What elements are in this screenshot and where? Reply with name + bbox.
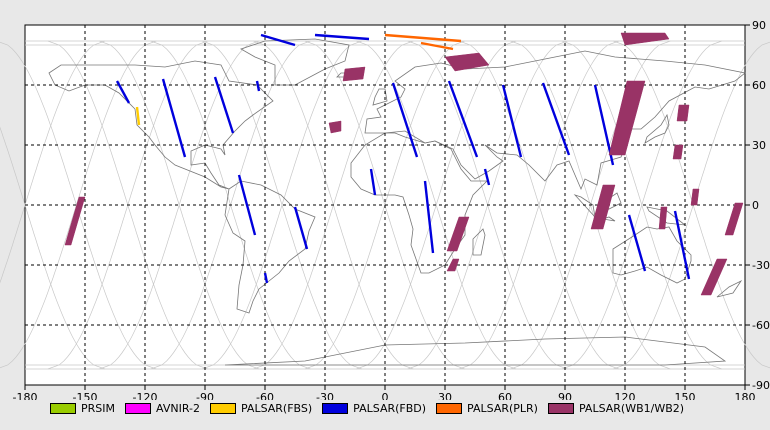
- swath: [342, 66, 366, 82]
- swath: [115, 80, 131, 104]
- coastline: [48, 60, 274, 190]
- swath: [384, 33, 462, 43]
- legend-swatch: [322, 403, 349, 414]
- orbit-track: [356, 40, 517, 370]
- swath: [420, 41, 454, 51]
- coastline: [372, 88, 388, 106]
- swath: [673, 210, 691, 280]
- legend-label: PALSAR(FBS): [240, 402, 313, 415]
- coastline: [644, 113, 670, 144]
- x-tick-label: 120: [615, 391, 636, 400]
- swath: [446, 258, 460, 272]
- swath: [64, 196, 86, 246]
- swath: [608, 80, 646, 156]
- coastline: [472, 228, 486, 256]
- x-tick-label: -60: [256, 391, 274, 400]
- swath: [627, 214, 647, 272]
- swath: [135, 106, 141, 126]
- swath: [590, 184, 616, 230]
- orbit-track: [201, 40, 363, 370]
- x-tick-label: 0: [382, 391, 389, 400]
- legend-item: AVNIR-2: [125, 402, 200, 415]
- legend-label: PALSAR(PLR): [467, 402, 538, 415]
- legend-swatch: [547, 403, 574, 414]
- y-tick-label: 0: [752, 199, 759, 212]
- legend-label: PRSIM: [81, 402, 115, 415]
- swath: [314, 33, 370, 41]
- legend-item: PRSIM: [50, 402, 115, 415]
- y-tick-label: -30: [752, 259, 770, 272]
- swath: [423, 180, 435, 254]
- orbit-track: [0, 40, 157, 369]
- legend-item: PALSAR(PLR): [436, 402, 538, 415]
- swath: [260, 33, 296, 47]
- swath: [237, 174, 257, 236]
- orbit-track: [99, 40, 260, 370]
- x-tick-label: -120: [133, 391, 158, 400]
- swath: [447, 80, 479, 158]
- swath: [541, 82, 571, 156]
- swath: [724, 202, 744, 236]
- swath: [328, 120, 342, 134]
- swath: [293, 206, 309, 250]
- legend-swatch: [209, 403, 236, 414]
- swath: [700, 258, 728, 296]
- legend-swatch: [125, 403, 151, 414]
- coastline: [240, 38, 350, 86]
- legend-label: PALSAR(FBD): [353, 402, 427, 415]
- swath: [658, 206, 668, 230]
- swath: [391, 82, 419, 158]
- swath: [263, 272, 269, 284]
- legend-item: PALSAR(FBS): [209, 402, 313, 415]
- x-tick-label: -180: [13, 391, 38, 400]
- x-tick-label: 60: [498, 391, 512, 400]
- x-tick-label: -150: [73, 391, 98, 400]
- coverage-map: -180 -150 -120 -90 -60 -30 0 30 60 90 120 150 180 90 6…: [0, 19, 770, 400]
- y-tick-label: -90: [752, 379, 770, 392]
- swath: [369, 168, 377, 196]
- y-tick-label: 60: [752, 79, 766, 92]
- legend-item: PALSAR(WB1/WB2): [547, 402, 685, 415]
- swath: [444, 52, 490, 72]
- legend-swatch: [436, 403, 463, 414]
- legend-label: PALSAR(WB1/WB2): [578, 402, 685, 415]
- axis-ticks: -180 -150 -120 -90 -60 -30 0 30 60 90 120 150 180 90 6…: [13, 19, 770, 400]
- x-tick-label: 30: [438, 391, 452, 400]
- grid-lines: [25, 25, 745, 385]
- legend: PRSIM AVNIR-2 PALSAR(FBS) PALSAR(FBD) PALSAR…: [50, 402, 694, 415]
- x-tick-label: 180: [735, 391, 756, 400]
- swath: [213, 76, 235, 134]
- swath: [672, 144, 684, 160]
- coastline: [224, 180, 316, 314]
- legend-label: AVNIR-2: [156, 402, 200, 415]
- x-tick-label: 90: [558, 391, 572, 400]
- swath: [620, 32, 670, 46]
- y-tick-label: 90: [752, 19, 766, 32]
- orbit-track: [458, 40, 620, 370]
- y-tick-label: -60: [752, 319, 770, 332]
- legend-swatch: [50, 403, 76, 414]
- observation-swaths: [64, 32, 744, 296]
- coastline: [573, 194, 596, 219]
- swath: [483, 168, 491, 186]
- y-tick-label: 30: [752, 139, 766, 152]
- x-tick-label: 150: [675, 391, 696, 400]
- swath: [690, 188, 700, 206]
- swath: [676, 104, 690, 122]
- x-tick-label: -30: [316, 391, 334, 400]
- x-tick-label: -90: [196, 391, 214, 400]
- swath: [255, 80, 261, 92]
- coastline: [716, 279, 743, 298]
- swath: [501, 84, 523, 158]
- legend-item: PALSAR(FBD): [322, 402, 426, 415]
- swath: [161, 78, 187, 158]
- swath: [446, 216, 470, 252]
